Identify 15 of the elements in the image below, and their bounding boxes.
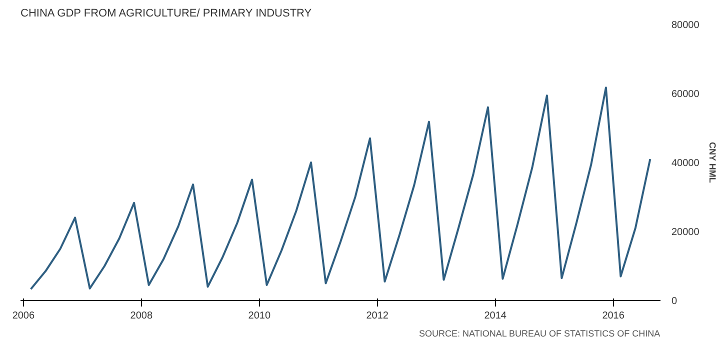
y-axis-title: CNY HML xyxy=(707,142,718,184)
x-tick-label: 2006 xyxy=(12,310,36,322)
x-tick-label: 2016 xyxy=(602,310,625,322)
y-tick-label: 80000 xyxy=(672,20,700,31)
y-tick-label: 20000 xyxy=(672,227,700,238)
y-tick-label: 0 xyxy=(672,296,678,307)
y-tick-label: 60000 xyxy=(672,89,700,100)
y-tick-label: 40000 xyxy=(672,158,700,169)
x-tick-label: 2008 xyxy=(130,310,153,322)
source-note: SOURCE: NATIONAL BUREAU OF STATISTICS OF CHINA xyxy=(418,328,660,338)
line-series xyxy=(30,86,652,290)
x-tick-label: 2010 xyxy=(248,310,271,322)
x-tick-label: 2014 xyxy=(484,310,507,322)
x-tick-label: 2012 xyxy=(366,310,389,322)
chart-title: CHINA GDP FROM AGRICULTURE/ PRIMARY INDUSTRY xyxy=(20,8,312,20)
